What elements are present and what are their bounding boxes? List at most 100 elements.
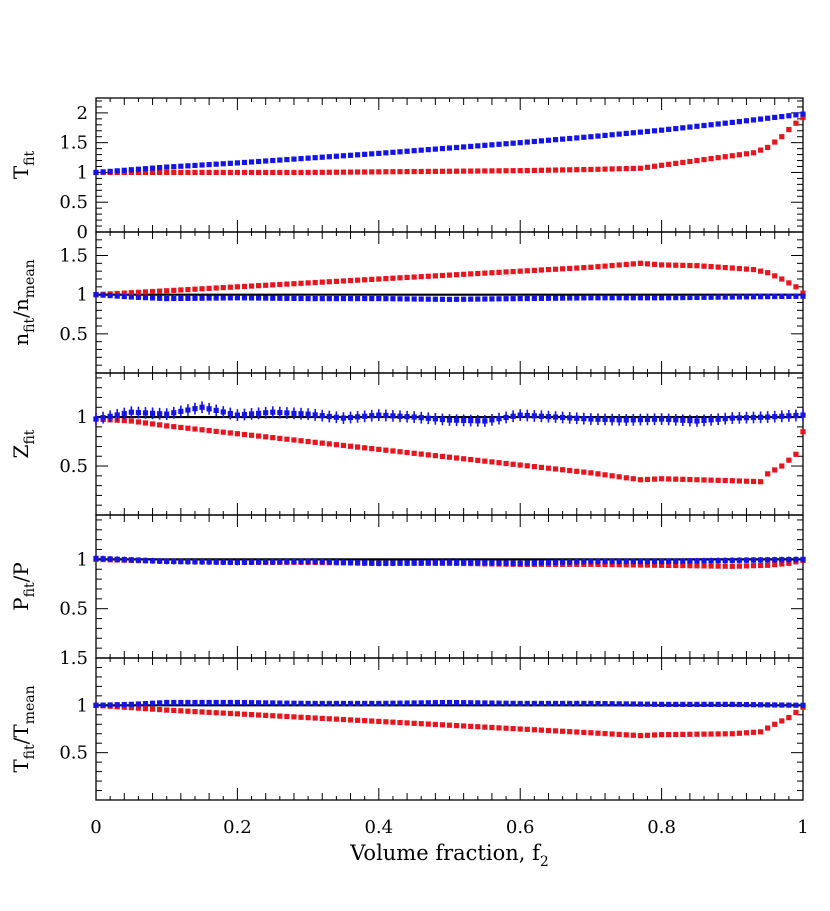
data-point	[453, 272, 460, 278]
data-point	[178, 287, 184, 293]
data-point	[149, 421, 156, 427]
data-point	[765, 556, 771, 563]
data-point	[595, 264, 601, 270]
data-point	[750, 267, 757, 273]
data-point	[503, 560, 509, 567]
data-point	[220, 559, 226, 566]
data-point	[779, 293, 785, 300]
data-point	[687, 158, 693, 165]
data-point	[637, 129, 643, 135]
data-point	[312, 715, 318, 721]
data-point	[369, 276, 375, 282]
data-point	[439, 296, 446, 302]
data-point	[164, 288, 170, 294]
data-point	[722, 294, 728, 300]
data-point	[680, 159, 686, 166]
x-tick-label: 1	[797, 817, 808, 838]
data-point	[637, 165, 643, 171]
data-point	[142, 420, 149, 426]
data-point	[750, 478, 757, 485]
data-point	[538, 410, 545, 423]
data-point	[446, 414, 453, 426]
data-point	[128, 167, 134, 173]
data-point	[128, 705, 134, 711]
data-point	[793, 556, 799, 563]
data-point	[651, 261, 658, 267]
data-point	[192, 558, 198, 565]
data-point	[510, 726, 516, 732]
data-point	[164, 699, 170, 706]
data-point	[779, 702, 785, 708]
data-point	[178, 558, 184, 565]
data-point	[298, 407, 304, 420]
data-point	[538, 295, 545, 301]
data-point	[418, 559, 424, 566]
data-point	[411, 274, 417, 280]
data-point	[673, 476, 679, 482]
data-point	[291, 295, 297, 302]
data-point	[659, 701, 665, 707]
data-point	[651, 128, 658, 134]
data-point	[750, 557, 757, 564]
data-point	[588, 558, 594, 565]
data-point	[800, 556, 806, 563]
data-point	[517, 268, 523, 274]
data-point	[277, 435, 283, 442]
data-point	[227, 295, 233, 301]
data-point	[602, 295, 608, 301]
data-point	[425, 273, 431, 279]
data-point	[524, 139, 530, 145]
data-point	[581, 166, 587, 173]
data-point	[680, 562, 686, 569]
data-point	[354, 717, 361, 723]
data-point	[149, 288, 156, 295]
data-point	[390, 560, 396, 567]
data-point	[595, 471, 601, 477]
data-point	[701, 701, 707, 707]
data-point	[496, 412, 502, 425]
data-point	[644, 476, 651, 483]
data-point	[93, 702, 99, 708]
data-point	[347, 169, 354, 175]
y-axis-label: Pfit​/P	[9, 562, 38, 611]
data-point	[630, 261, 636, 267]
data-point	[623, 130, 629, 137]
data-point	[270, 713, 276, 719]
data-point	[475, 414, 481, 427]
data-point	[418, 274, 424, 280]
data-point	[637, 295, 643, 301]
data-point	[439, 168, 446, 174]
data-point	[765, 270, 771, 276]
data-point	[715, 557, 721, 564]
data-point	[298, 558, 304, 565]
data-point	[171, 558, 177, 565]
data-point	[644, 413, 651, 426]
panel-frame	[95, 514, 804, 659]
data-point	[397, 449, 403, 455]
data-point	[135, 289, 142, 295]
data-point	[772, 273, 778, 279]
data-point	[531, 167, 537, 174]
data-point	[779, 113, 785, 120]
data-point	[376, 295, 382, 302]
data-point	[545, 700, 552, 707]
data-point	[241, 169, 248, 176]
data-point	[149, 700, 156, 706]
data-point	[581, 729, 587, 736]
data-point	[793, 409, 799, 422]
data-point	[333, 295, 339, 302]
data-point	[468, 271, 474, 277]
data-point	[347, 700, 354, 707]
data-point	[616, 474, 622, 480]
data-point	[715, 294, 721, 300]
y-axis-label: nfit​/nmean​	[9, 259, 38, 345]
data-point	[659, 413, 665, 425]
data-point	[135, 705, 142, 711]
data-point	[404, 148, 410, 154]
data-point	[298, 169, 304, 176]
data-point	[114, 293, 120, 299]
data-point	[241, 431, 248, 438]
data-point	[425, 168, 431, 175]
data-point	[715, 413, 721, 426]
data-point	[708, 731, 714, 737]
